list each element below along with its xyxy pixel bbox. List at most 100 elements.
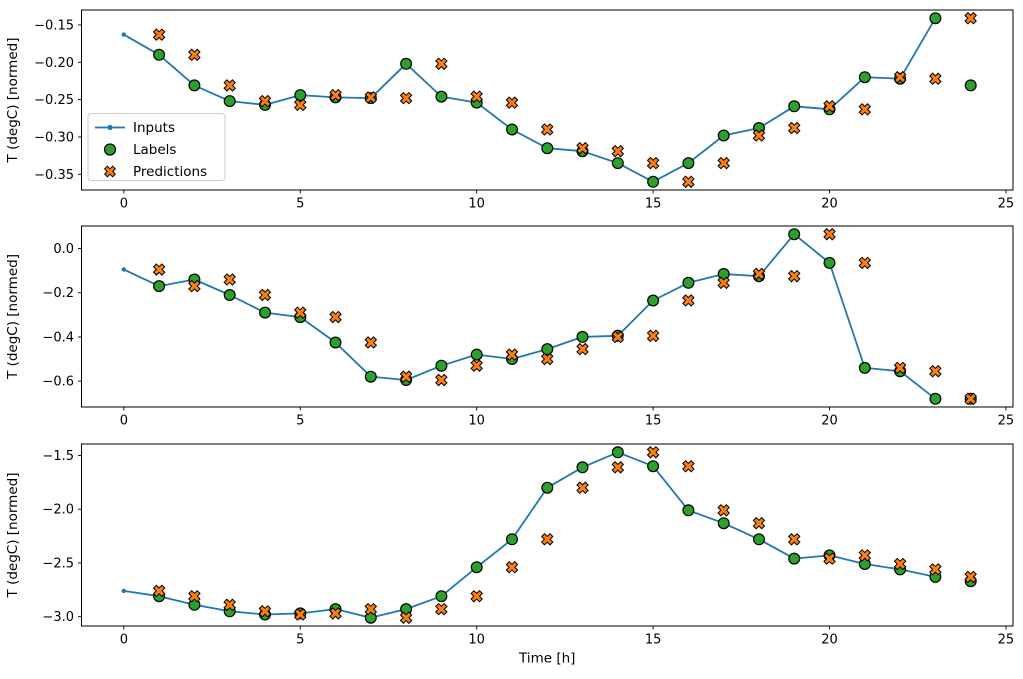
predictions-marker xyxy=(470,589,483,603)
predictions-marker xyxy=(787,269,801,283)
predictions-marker xyxy=(223,273,236,286)
x-tick-label: 5 xyxy=(296,197,304,212)
predictions-marker xyxy=(293,306,307,319)
predictions-marker xyxy=(823,227,836,241)
predictions-marker xyxy=(505,348,519,361)
predictions-marker xyxy=(364,91,378,104)
predictions-marker xyxy=(258,604,272,618)
labels-marker xyxy=(752,533,765,546)
predictions-marker xyxy=(329,607,342,620)
predictions-marker xyxy=(682,175,695,189)
y-tick-label: −0.35 xyxy=(34,168,74,183)
labels-marker xyxy=(470,348,483,361)
labels-marker xyxy=(294,89,307,102)
predictions-marker xyxy=(505,560,519,574)
inputs-point-marker xyxy=(121,32,127,37)
x-tick-label: 15 xyxy=(645,414,662,429)
labels-marker xyxy=(788,552,801,565)
labels-marker xyxy=(435,359,448,372)
legend-box xyxy=(87,113,226,181)
predictions-marker xyxy=(329,88,342,102)
predictions-marker xyxy=(188,589,201,603)
predictions-marker xyxy=(752,267,766,281)
predictions-marker xyxy=(540,352,554,366)
subplot-1: −0.15 −0.20 −0.25 −0.30 −0.35 0 5 10 15 20 25 T (de… xyxy=(5,9,1014,212)
predictions-marker xyxy=(576,481,589,495)
labels-marker xyxy=(682,157,695,170)
labels-marker xyxy=(329,336,342,349)
axes-frame xyxy=(81,443,1014,627)
labels-marker xyxy=(506,123,519,136)
predictions-marker xyxy=(929,72,942,86)
predictions-marker xyxy=(540,533,554,546)
predictions-marker xyxy=(364,602,378,616)
labels-marker xyxy=(647,294,660,307)
predictions-marker xyxy=(399,370,413,384)
labels-marker xyxy=(929,12,942,25)
predictions-marker xyxy=(576,141,589,155)
predictions-marker xyxy=(893,557,907,571)
labels-marker xyxy=(541,481,554,494)
labels-marker xyxy=(576,461,589,474)
predictions-marker xyxy=(152,263,166,276)
predictions-marker xyxy=(682,294,695,307)
labels-marker xyxy=(188,79,201,92)
labels-marker xyxy=(647,460,660,473)
x-tick-label: 0 xyxy=(120,414,128,429)
predictions-marker xyxy=(858,103,872,116)
legend-item-label: Inputs xyxy=(133,120,175,136)
predictions-marker xyxy=(470,359,483,372)
predictions-marker xyxy=(823,100,836,113)
labels-marker xyxy=(153,48,166,61)
labels-marker xyxy=(682,276,695,289)
labels-marker xyxy=(400,57,413,70)
predictions-marker xyxy=(964,11,977,25)
predictions-marker xyxy=(258,288,272,302)
y-tick-label: −0.4 xyxy=(42,330,74,345)
labels-marker xyxy=(435,90,448,103)
axes-frame xyxy=(81,225,1014,408)
y-tick-label: −0.20 xyxy=(34,56,74,71)
y-tick-label: −0.6 xyxy=(42,375,74,390)
x-tick-label: 10 xyxy=(468,414,485,429)
predictions-marker xyxy=(399,91,413,105)
y-tick-label: −0.30 xyxy=(34,130,74,145)
x-tick-label: 0 xyxy=(120,633,128,648)
predictions-marker xyxy=(364,336,378,349)
inputs-line xyxy=(122,233,937,400)
labels-marker xyxy=(823,256,836,269)
predictions-marker xyxy=(223,79,236,92)
y-tick-label: −0.15 xyxy=(34,18,74,33)
x-tick-label: 5 xyxy=(296,633,304,648)
y-tick-label: −0.2 xyxy=(42,286,74,301)
labels-marker xyxy=(611,446,624,459)
predictions-marker xyxy=(752,516,766,530)
predictions-marker xyxy=(576,342,589,356)
predictions-marker xyxy=(188,48,201,62)
x-tick-label: 5 xyxy=(296,414,304,429)
predictions-marker xyxy=(823,552,836,565)
legend-item-label: Labels xyxy=(133,142,176,158)
predictions-marker xyxy=(505,96,519,109)
predictions-marker xyxy=(611,144,625,158)
predictions-marker xyxy=(435,57,448,71)
predictions-marker xyxy=(329,310,342,324)
subplot-2: 0.0 −0.2 −0.4 −0.6 0 5 10 15 20 25 T (degC) [norme… xyxy=(5,225,1014,429)
labels-marker xyxy=(682,504,695,517)
inputs-line xyxy=(122,17,937,183)
x-tick-label: 0 xyxy=(120,197,128,212)
predictions-marker xyxy=(752,129,766,142)
predictions-marker xyxy=(964,392,977,406)
labels-marker xyxy=(153,280,166,293)
y-tick-label: 0.0 xyxy=(53,242,74,257)
y-tick-label: −2.5 xyxy=(42,556,74,571)
predictions-marker xyxy=(646,329,660,343)
predictions-marker xyxy=(435,602,448,616)
x-axis-label: Time [h] xyxy=(518,651,575,667)
subplot-3: −1.5 −2.0 −2.5 −3.0 0 5 10 15 20 25 T (degC) [norm… xyxy=(5,443,1014,667)
predictions-marker xyxy=(611,461,625,474)
x-tick-label: 10 xyxy=(468,197,485,212)
y-tick-label: −0.25 xyxy=(34,93,74,108)
labels-marker xyxy=(223,289,236,302)
